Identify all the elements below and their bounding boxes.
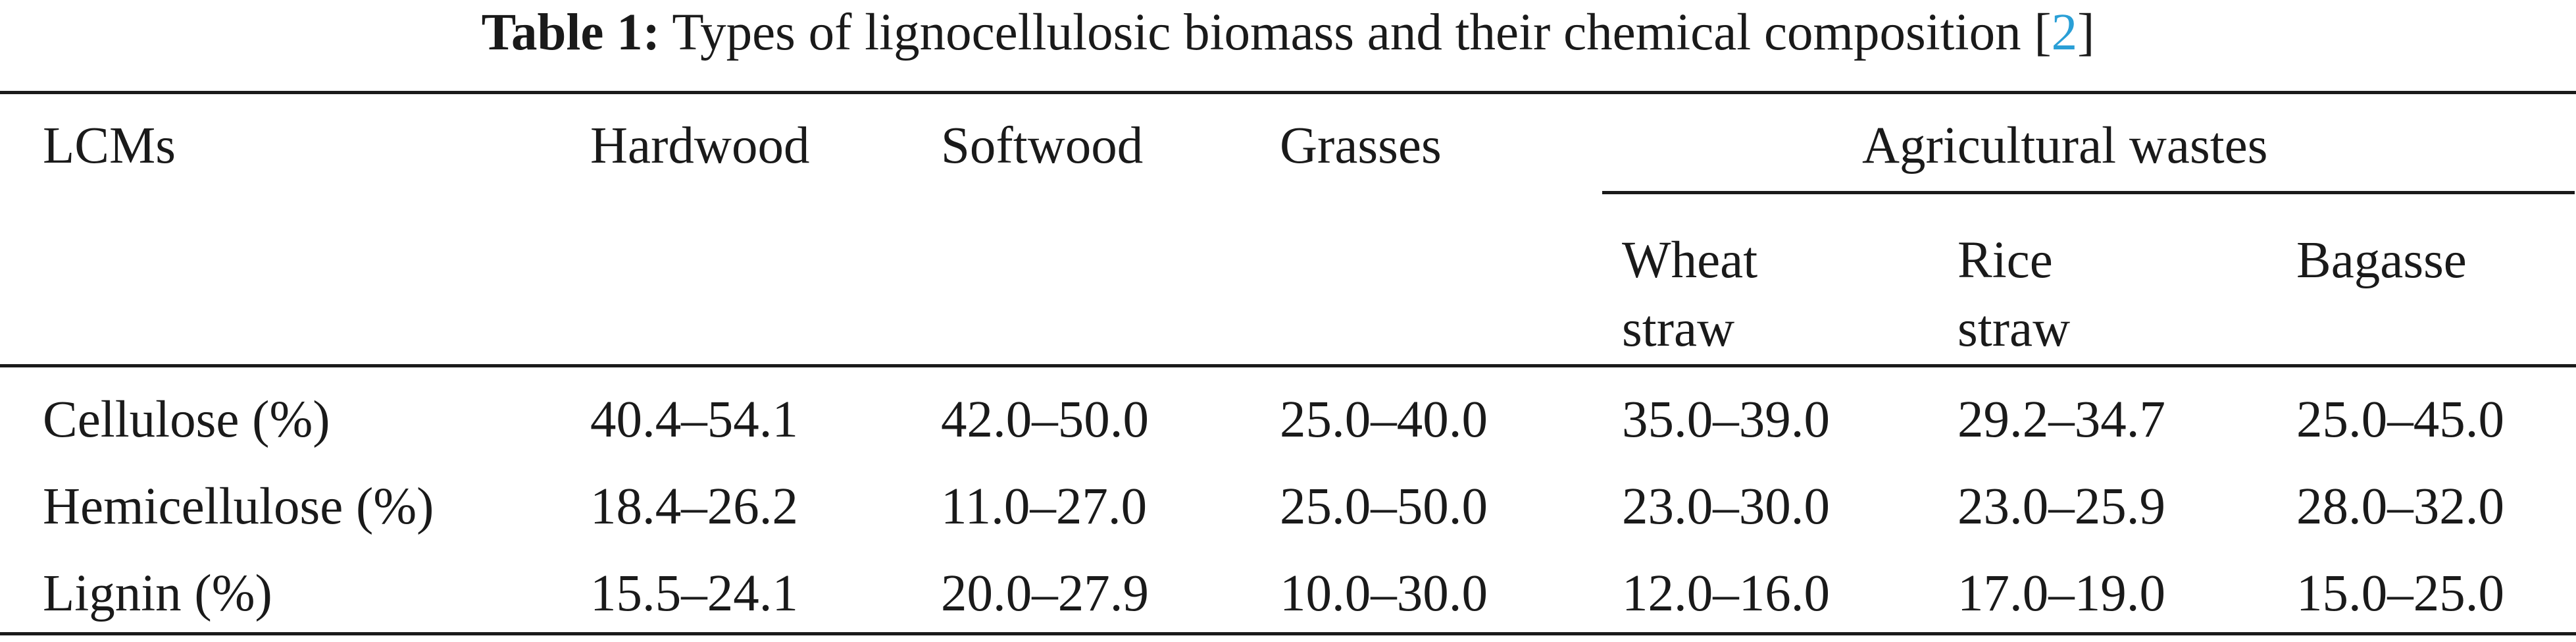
subheader-wheat-straw-line2: straw: [1622, 300, 1735, 358]
header-row-label: LCMs: [43, 117, 176, 174]
table-cell: 17.0–19.0: [1957, 565, 2165, 622]
table-label: Table 1:: [481, 4, 661, 61]
caption-close-bracket: ]: [2077, 4, 2095, 61]
table-cell: 42.0–50.0: [941, 391, 1149, 448]
caption-text: Types of lignocellulosic biomass and the…: [672, 4, 2052, 61]
group-header-rule: [1602, 191, 2575, 194]
subheader-wheat-straw-line1: Wheat: [1622, 232, 1758, 289]
row-label-cellulose: Cellulose (%): [43, 391, 330, 448]
table-cell: 15.0–25.0: [2296, 565, 2504, 622]
table-top-rule: [0, 91, 2576, 94]
header-grasses: Grasses: [1280, 117, 1442, 174]
table-cell: 23.0–30.0: [1622, 478, 1830, 535]
table-cell: 23.0–25.9: [1957, 478, 2165, 535]
header-softwood: Softwood: [941, 117, 1144, 174]
header-group-agricultural-wastes: Agricultural wastes: [1862, 117, 2268, 174]
citation-link[interactable]: 2: [2051, 4, 2078, 61]
table-cell: 12.0–16.0: [1622, 565, 1830, 622]
header-hardwood: Hardwood: [590, 117, 810, 174]
subheader-bagasse: Bagasse: [2296, 232, 2467, 289]
table-cell: 11.0–27.0: [941, 478, 1148, 535]
table-cell: 35.0–39.0: [1622, 391, 1830, 448]
table-cell: 18.4–26.2: [590, 478, 798, 535]
table-bottom-rule: [0, 632, 2576, 635]
table-cell: 25.0–50.0: [1280, 478, 1488, 535]
subheader-rice-straw-line2: straw: [1957, 300, 2071, 358]
subheader-rice-straw-line1: Rice: [1957, 232, 2053, 289]
table-cell: 10.0–30.0: [1280, 565, 1488, 622]
table-cell: 25.0–40.0: [1280, 391, 1488, 448]
header-bottom-rule: [0, 364, 2576, 367]
row-label-hemicellulose: Hemicellulose (%): [43, 478, 434, 535]
table-cell: 15.5–24.1: [590, 565, 798, 622]
table-cell: 25.0–45.0: [2296, 391, 2504, 448]
table-caption: Table 1: Types of lignocellulosic biomas…: [0, 0, 2576, 72]
table-cell: 40.4–54.1: [590, 391, 798, 448]
table-cell: 29.2–34.7: [1957, 391, 2165, 448]
table-cell: 20.0–27.9: [941, 565, 1149, 622]
row-label-lignin: Lignin (%): [43, 565, 272, 622]
table-cell: 28.0–32.0: [2296, 478, 2504, 535]
